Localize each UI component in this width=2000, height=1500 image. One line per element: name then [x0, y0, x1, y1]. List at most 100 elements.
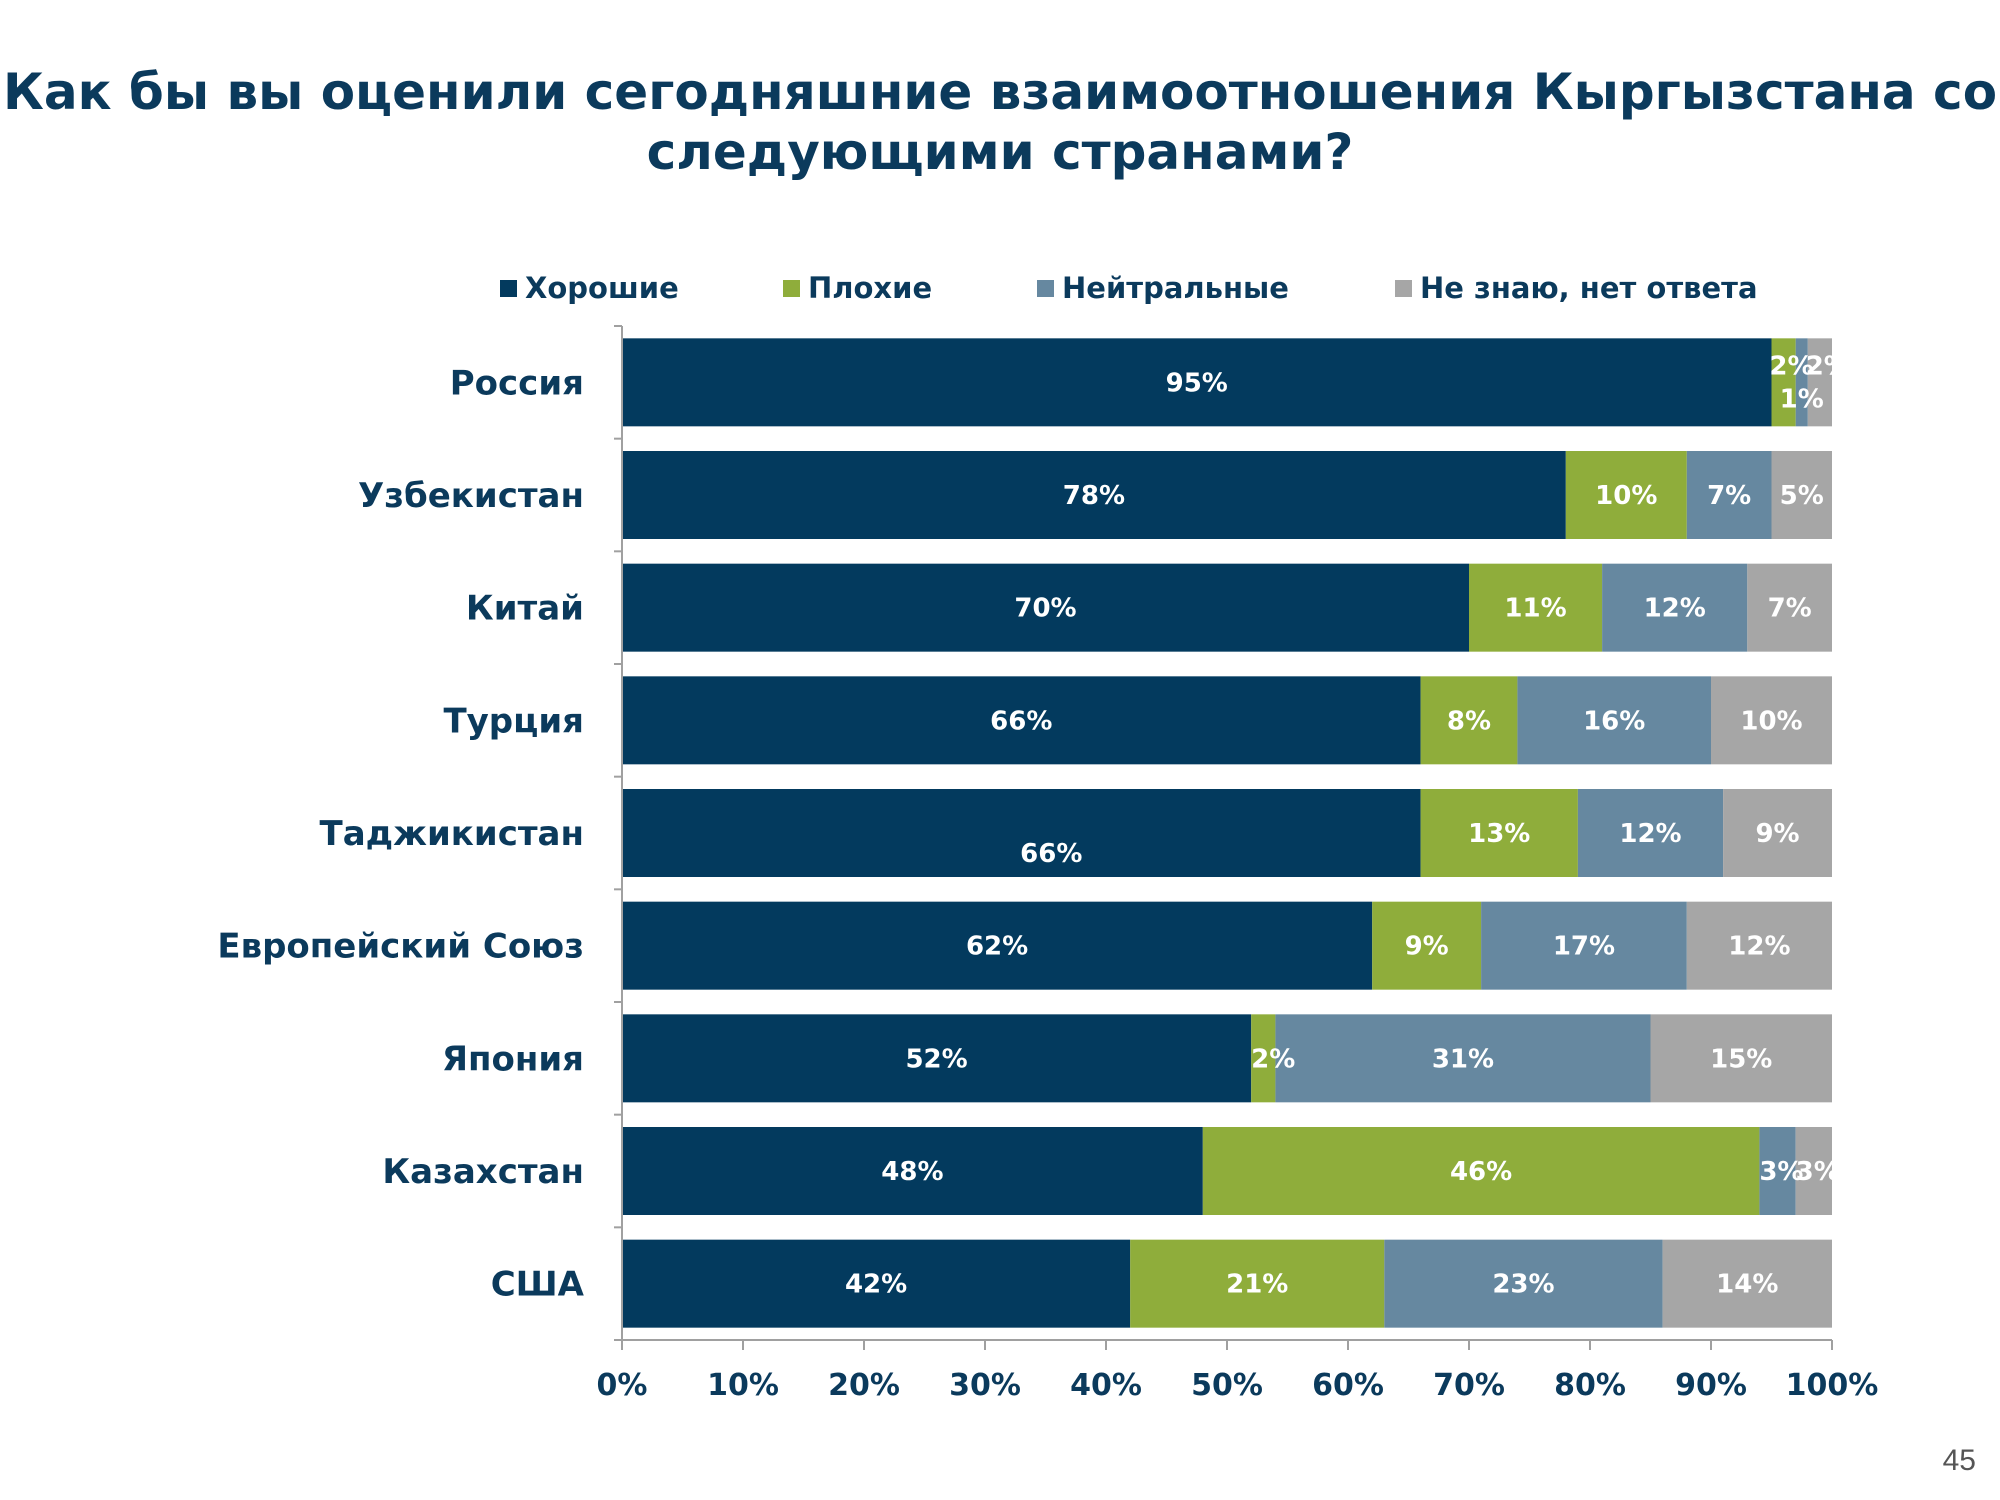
value-label: 7% — [1768, 594, 1812, 624]
bar-segment-dont-know — [1711, 676, 1832, 765]
value-label: 46% — [1450, 1157, 1512, 1187]
legend-label-dont-know: Не знаю, нет ответа — [1420, 271, 1758, 305]
x-tick-label: 20% — [828, 1368, 900, 1403]
category-label: Казахстан — [382, 1152, 584, 1192]
value-label: 48% — [881, 1157, 943, 1187]
bar-segment-dont-know — [1662, 1239, 1832, 1328]
bar-segment-bad — [1372, 901, 1482, 990]
bar-segment-bad — [1202, 1127, 1760, 1215]
legend-label-neutral: Нейтральные — [1062, 271, 1289, 305]
x-tick-label: 50% — [1191, 1368, 1263, 1403]
value-label: 10% — [1740, 706, 1802, 736]
value-label: 11% — [1504, 594, 1566, 624]
legend-item-neutral: Нейтральные — [1037, 268, 1289, 308]
value-label: 8% — [1447, 706, 1491, 736]
chart-title-line-2: следующими странами? — [646, 123, 1354, 181]
value-label: 3% — [1796, 1157, 1840, 1187]
bar-segment-bad — [1469, 563, 1603, 652]
category-label: Таджикистан — [320, 814, 584, 854]
legend-item-bad: Плохие — [783, 268, 932, 308]
value-label: 12% — [1619, 819, 1681, 849]
value-label: 14% — [1716, 1270, 1778, 1300]
legend-label-good: Хорошие — [525, 271, 679, 305]
value-label: 21% — [1226, 1270, 1288, 1300]
bar-segment-dont-know — [1747, 563, 1832, 652]
value-label: 12% — [1728, 932, 1790, 962]
bar-segment-bad — [1130, 1239, 1385, 1328]
legend-item-good: Хорошие — [500, 268, 679, 308]
bar-segment-good — [622, 1014, 1252, 1103]
value-label: 78% — [1063, 481, 1125, 511]
x-tick-label: 90% — [1675, 1368, 1747, 1403]
category-label: Турция — [443, 701, 584, 741]
category-label: США — [491, 1265, 585, 1305]
x-tick-label: 80% — [1554, 1368, 1626, 1403]
bar-segment-bad — [1251, 1014, 1276, 1103]
page-number: 45 — [1942, 1444, 1976, 1477]
category-label: Россия — [450, 363, 584, 403]
value-label: 15% — [1710, 1044, 1772, 1074]
value-label: 66% — [990, 706, 1052, 736]
value-label: 31% — [1432, 1044, 1494, 1074]
chart-title-line-1: Как бы вы оценили сегодняшние взаимоотно… — [2, 63, 1998, 121]
bar-segment-bad — [1565, 451, 1687, 539]
value-label: 1% — [1780, 384, 1824, 414]
value-label: 16% — [1583, 706, 1645, 736]
value-label: 3% — [1759, 1157, 1803, 1187]
value-label: 2% — [1251, 1044, 1295, 1074]
bar-segment-good — [622, 901, 1373, 990]
bar-segment-bad — [1420, 676, 1518, 765]
bar-segment-good — [622, 676, 1421, 765]
x-tick-label: 0% — [597, 1368, 648, 1403]
bar-segment-dont-know — [1795, 1127, 1832, 1215]
x-tick-label: 60% — [1312, 1368, 1384, 1403]
value-label: 9% — [1755, 819, 1799, 849]
legend-swatch-good — [500, 279, 517, 297]
x-tick-label: 10% — [707, 1368, 779, 1403]
legend-swatch-bad — [783, 279, 800, 297]
value-label: 13% — [1468, 819, 1530, 849]
bar-segment-dont-know — [1771, 451, 1832, 539]
value-label: 66% — [1020, 839, 1082, 869]
x-tick-label: 100% — [1786, 1368, 1879, 1403]
bar-segment-good — [622, 789, 1421, 877]
value-label: 2% — [1806, 351, 1850, 381]
value-label: 62% — [966, 932, 1028, 962]
bar-segment-neutral — [1686, 451, 1772, 539]
value-label: 9% — [1405, 932, 1449, 962]
category-label: Китай — [466, 589, 584, 629]
x-tick-label: 40% — [1070, 1368, 1142, 1403]
bar-segment-neutral — [1517, 676, 1711, 765]
value-label: 17% — [1553, 932, 1615, 962]
bar-segment-neutral — [1759, 1127, 1796, 1215]
value-label: 12% — [1644, 594, 1706, 624]
value-label: 70% — [1014, 594, 1076, 624]
x-tick-label: 70% — [1433, 1368, 1505, 1403]
value-label: 95% — [1166, 368, 1228, 398]
chart-title: Как бы вы оценили сегодняшние взаимоотно… — [0, 62, 2000, 182]
bar-segment-dont-know — [1807, 338, 1832, 427]
value-label: 5% — [1780, 481, 1824, 511]
legend-item-dont-know: Не знаю, нет ответа — [1395, 268, 1758, 308]
bar-segment-good — [622, 451, 1566, 539]
bar-segment-neutral — [1795, 338, 1808, 427]
value-label: 23% — [1492, 1270, 1554, 1300]
bar-segment-neutral — [1577, 789, 1724, 877]
bar-segment-dont-know — [1723, 789, 1832, 877]
bar-segment-neutral — [1602, 563, 1748, 652]
legend-swatch-dont-know — [1395, 279, 1412, 297]
bar-segment-neutral — [1384, 1239, 1663, 1328]
bar-segment-good — [622, 563, 1469, 652]
value-label: 7% — [1707, 481, 1751, 511]
bar-segment-good — [622, 338, 1772, 427]
bar-segment-neutral — [1275, 1014, 1651, 1103]
value-label: 2% — [1769, 351, 1813, 381]
legend-label-bad: Плохие — [808, 271, 933, 305]
category-label: Европейский Союз — [217, 927, 584, 967]
value-label: 42% — [845, 1270, 907, 1300]
bar-segment-dont-know — [1686, 901, 1832, 990]
category-label: Япония — [442, 1039, 584, 1079]
bar-segment-good — [622, 1239, 1131, 1328]
x-tick-label: 30% — [949, 1368, 1021, 1403]
